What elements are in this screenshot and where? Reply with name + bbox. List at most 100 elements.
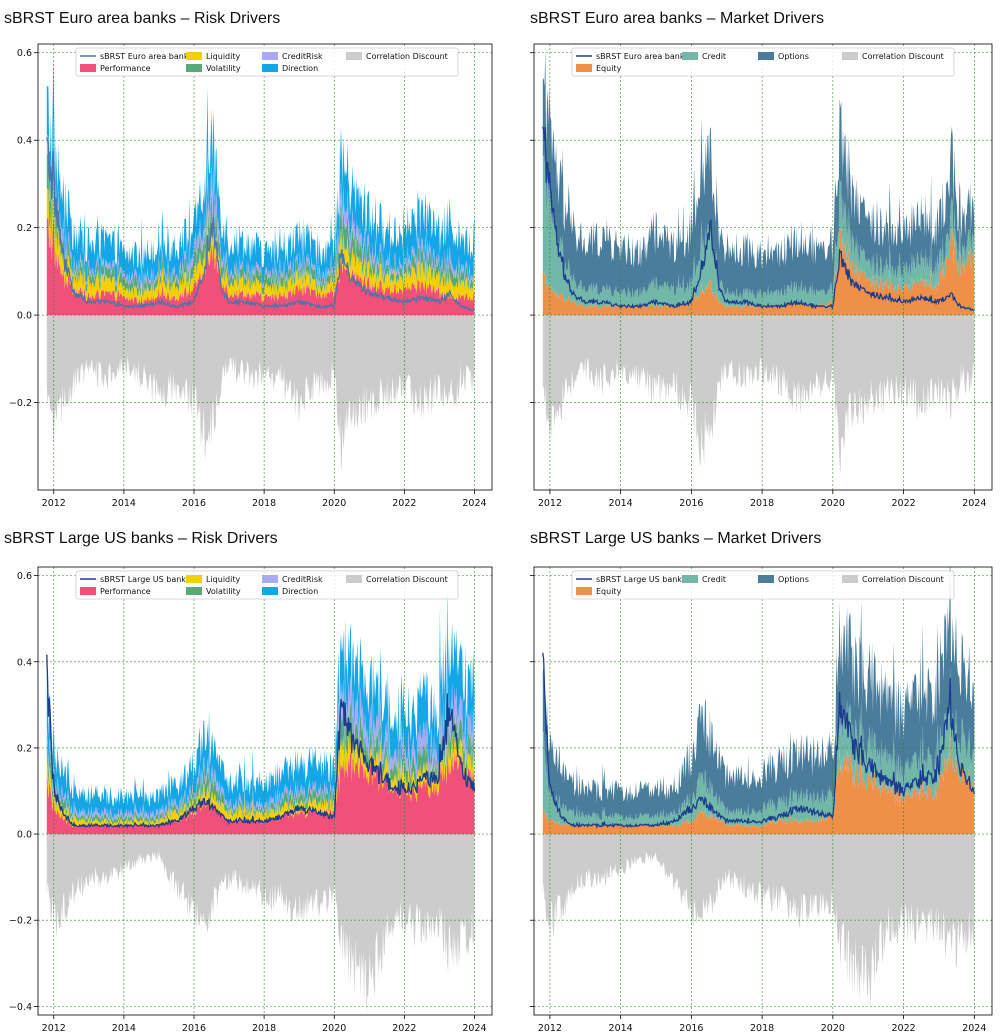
legend-swatch-correlation-discount <box>842 52 858 60</box>
x-tick-label: 2018 <box>252 498 276 509</box>
legend-swatch-correlation-discount <box>842 575 858 583</box>
legend-box <box>75 47 459 77</box>
series-credit-area <box>542 666 975 828</box>
series-credit-area <box>542 142 975 309</box>
x-tick-label: 2012 <box>538 498 562 509</box>
chart-title: sBRST Euro area banks – Risk Drivers <box>4 10 281 27</box>
chart-euro-risk: 0.6 0.4 0.2 0.0 −0.2 2012 2014 2016 2018 2020 2022… <box>9 43 493 509</box>
x-tick-label: 2022 <box>891 1023 915 1033</box>
chart-panel-us-risk: sBRST Large US banks – Risk Drivers 0.6 0… <box>0 515 500 1035</box>
legend-label-correlation-discount: Correlation Discount <box>366 575 448 584</box>
legend-label-creditrisk: CreditRisk <box>282 575 323 584</box>
axes-frame <box>533 43 993 491</box>
x-tick-label: 2018 <box>252 1023 276 1033</box>
series-equity-area <box>542 726 975 835</box>
legend-label-volatility: Volatility <box>206 64 241 73</box>
x-tick-label: 2022 <box>392 498 416 509</box>
y-tick-label: 0.4 <box>17 657 32 668</box>
legend-swatch-volatility <box>186 587 202 595</box>
legend-swatch-correlation-discount <box>346 575 362 583</box>
axes-frame <box>37 43 493 491</box>
x-tick-label: 2016 <box>182 1023 206 1033</box>
legend-label-sbrst-euro-area-banks: sBRST Euro area banks <box>596 52 689 61</box>
legend-swatch-performance <box>80 64 96 72</box>
series-liquidity-area <box>46 179 475 305</box>
plot-area <box>534 567 992 1015</box>
chart-euro-market: 2012 2014 2016 2018 2020 2022 2024 sBRST Euro a… <box>530 43 993 509</box>
y-tick-label: 0.0 <box>17 311 32 322</box>
y-tick-label: 0.4 <box>17 136 32 147</box>
x-tick-label: 2018 <box>750 498 774 509</box>
x-tick-label: 2016 <box>679 1023 703 1033</box>
series-creditrisk-area <box>46 118 475 291</box>
plot-area <box>38 44 492 490</box>
x-tick-label: 2014 <box>112 1023 136 1033</box>
y-tick-label: −0.2 <box>9 398 32 409</box>
legend-label-direction: Direction <box>282 587 318 596</box>
axes-frame <box>37 566 493 1016</box>
x-tick-label: 2014 <box>112 498 136 509</box>
legend-label-direction: Direction <box>282 64 318 73</box>
y-tick-label: −0.2 <box>9 916 32 927</box>
legend-label-equity: Equity <box>596 64 622 73</box>
chart-title: sBRST Large US banks – Risk Drivers <box>4 530 278 547</box>
chart-panel-us-market: sBRST Large US banks – Market Drivers 20… <box>500 515 1000 1035</box>
x-tick-label: 2024 <box>962 1023 986 1033</box>
legend: sBRST Large US banks Liquidity CreditRisk C… <box>75 570 459 600</box>
legend-swatch-volatility <box>186 64 202 72</box>
chart-title: sBRST Euro area banks – Market Drivers <box>530 10 825 27</box>
y-tick-label: 0.6 <box>17 48 32 59</box>
legend-swatch-options <box>758 575 774 583</box>
chart-panel-euro-market: sBRST Euro area banks – Market Drivers 2… <box>500 0 1000 515</box>
series-sbrst-large-us-banks-line <box>46 654 476 829</box>
y-tick-label: 0.0 <box>17 830 32 841</box>
legend-swatch-liquidity <box>186 575 202 583</box>
chart-panel-euro-risk: sBRST Euro area banks – Risk Drivers 0.6… <box>0 0 500 515</box>
series-sbrst-euro-area-banks-line <box>46 137 475 312</box>
x-tick-label: 2024 <box>962 498 986 509</box>
x-tick-label: 2016 <box>679 498 703 509</box>
series-performance-area <box>46 737 475 835</box>
legend-swatch-credit <box>682 575 698 583</box>
series-direction-area <box>46 57 475 288</box>
legend-label-sbrst-large-us-banks: sBRST Large US banks <box>100 575 190 584</box>
legend-label-credit: Credit <box>702 52 726 61</box>
x-tick-label: 2020 <box>322 498 346 509</box>
y-tick-label: 0.6 <box>17 571 32 582</box>
legend-swatch-creditrisk <box>262 575 278 583</box>
legend-label-sbrst-large-us-banks: sBRST Large US banks <box>596 575 686 584</box>
x-tick-label: 2024 <box>462 498 486 509</box>
legend: sBRST Euro area banks Liquidity CreditRisk… <box>75 47 459 77</box>
legend-label-performance: Performance <box>100 587 151 596</box>
legend-label-options: Options <box>778 52 809 61</box>
legend-swatch-credit <box>682 52 698 60</box>
legend-box <box>571 570 955 600</box>
legend-label-liquidity: Liquidity <box>206 52 240 61</box>
x-tick-label: 2012 <box>42 498 66 509</box>
x-tick-label: 2012 <box>42 1023 66 1033</box>
series-correlation-discount-area <box>542 834 975 1009</box>
legend-swatch-liquidity <box>186 52 202 60</box>
legend: sBRST Large US banks Credit Options Correla… <box>571 570 955 600</box>
legend-label-correlation-discount: Correlation Discount <box>862 52 944 61</box>
legend-label-correlation-discount: Correlation Discount <box>366 52 448 61</box>
legend-label-volatility: Volatility <box>206 587 241 596</box>
legend-label-performance: Performance <box>100 64 151 73</box>
chart-title: sBRST Large US banks – Market Drivers <box>530 530 822 547</box>
legend-label-credit: Credit <box>702 575 726 584</box>
x-tick-label: 2018 <box>750 1023 774 1033</box>
x-tick-label: 2020 <box>821 1023 845 1033</box>
y-tick-label: −0.4 <box>9 1002 32 1013</box>
y-tick-label: 0.2 <box>17 223 32 234</box>
legend-swatch-creditrisk <box>262 52 278 60</box>
legend-label-sbrst-euro-area-banks: sBRST Euro area banks <box>100 52 193 61</box>
series-sbrst-euro-area-banks-line <box>542 126 975 312</box>
x-tick-label: 2022 <box>392 1023 416 1033</box>
legend-box <box>571 47 955 77</box>
legend-swatch-performance <box>80 587 96 595</box>
series-correlation-discount-area <box>46 834 475 1015</box>
plot-area <box>38 567 492 1015</box>
legend-swatch-equity <box>576 64 592 72</box>
legend-swatch-direction <box>262 64 278 72</box>
legend-label-options: Options <box>778 575 809 584</box>
